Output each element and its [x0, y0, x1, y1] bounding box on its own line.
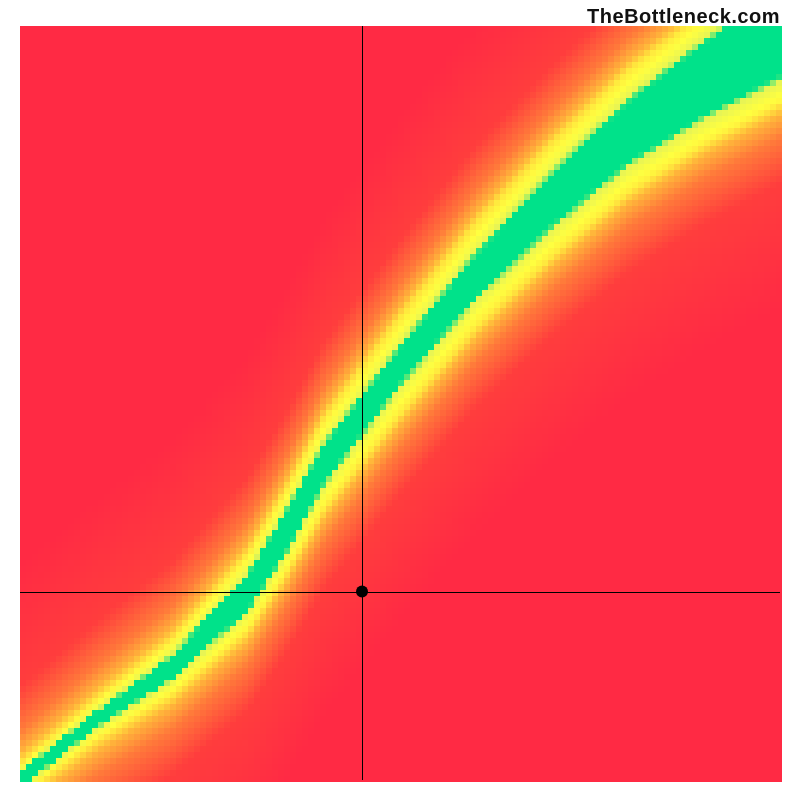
watermark-text: TheBottleneck.com	[587, 6, 780, 29]
heatmap-canvas	[0, 0, 800, 800]
chart-container: TheBottleneck.com	[0, 0, 800, 800]
